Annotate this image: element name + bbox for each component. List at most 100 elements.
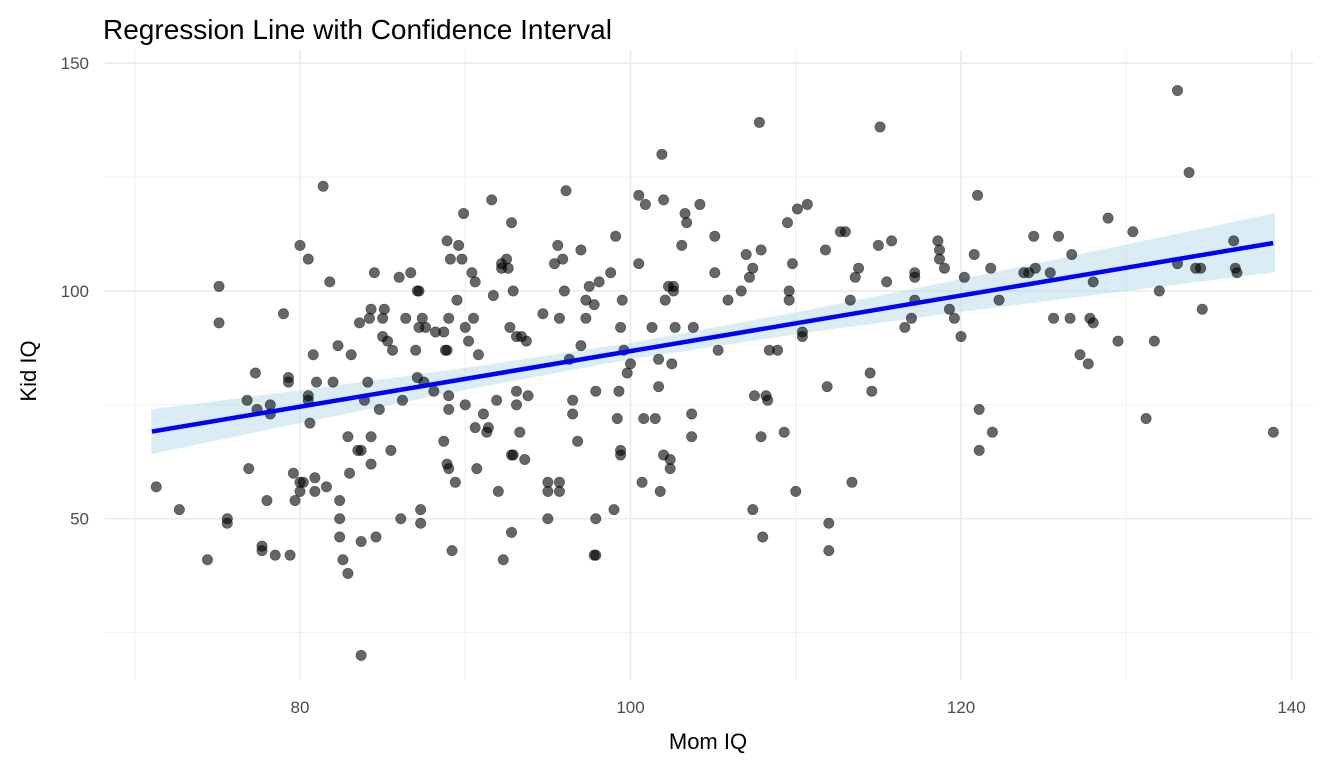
data-point bbox=[958, 271, 970, 283]
data-point bbox=[297, 476, 309, 488]
data-point bbox=[590, 385, 602, 397]
data-point bbox=[687, 321, 699, 333]
data-point bbox=[560, 185, 572, 197]
data-point bbox=[844, 294, 856, 306]
data-point bbox=[796, 326, 808, 338]
data-point bbox=[441, 344, 453, 356]
data-point bbox=[790, 485, 802, 497]
data-point bbox=[864, 367, 876, 379]
data-point bbox=[307, 349, 319, 361]
data-point bbox=[567, 408, 579, 420]
data-point bbox=[722, 294, 734, 306]
data-point bbox=[948, 312, 960, 324]
x-tick-label: 100 bbox=[616, 698, 644, 717]
data-point bbox=[872, 239, 884, 251]
data-point bbox=[1183, 167, 1195, 179]
data-point bbox=[413, 285, 425, 297]
data-point bbox=[420, 321, 432, 333]
data-point bbox=[302, 253, 314, 265]
data-point bbox=[633, 258, 645, 270]
chart-title: Regression Line with Confidence Interval bbox=[103, 14, 612, 45]
x-axis-ticks: 80 100 120 140 bbox=[291, 698, 1306, 717]
data-point bbox=[385, 444, 397, 456]
data-point bbox=[653, 353, 665, 365]
data-point bbox=[748, 390, 760, 402]
data-point bbox=[575, 244, 587, 256]
data-point bbox=[537, 308, 549, 320]
data-point bbox=[441, 235, 453, 247]
data-point bbox=[355, 649, 367, 661]
data-point bbox=[469, 276, 481, 288]
data-point bbox=[353, 317, 365, 329]
data-point bbox=[520, 335, 532, 347]
data-point bbox=[405, 267, 417, 279]
data-point bbox=[415, 517, 427, 529]
data-point bbox=[633, 189, 645, 201]
data-point bbox=[506, 217, 518, 229]
data-point bbox=[625, 358, 637, 370]
data-point bbox=[344, 467, 356, 479]
data-point bbox=[201, 554, 213, 566]
data-point bbox=[482, 422, 494, 434]
data-point bbox=[846, 476, 858, 488]
data-point bbox=[256, 545, 268, 557]
x-tick-label: 80 bbox=[291, 698, 310, 717]
data-point bbox=[1140, 413, 1152, 425]
data-point bbox=[463, 335, 475, 347]
data-point bbox=[973, 444, 985, 456]
data-point bbox=[491, 394, 503, 406]
data-point bbox=[791, 203, 803, 215]
data-point bbox=[755, 244, 767, 256]
data-point bbox=[334, 513, 346, 525]
data-point bbox=[522, 390, 534, 402]
data-point bbox=[973, 403, 985, 415]
data-point bbox=[993, 294, 1005, 306]
data-point bbox=[646, 321, 658, 333]
data-point bbox=[664, 454, 676, 466]
data-point bbox=[781, 217, 793, 229]
data-point bbox=[378, 303, 390, 315]
data-point bbox=[502, 262, 514, 274]
data-point bbox=[213, 317, 225, 329]
data-point bbox=[428, 385, 440, 397]
data-point bbox=[396, 394, 408, 406]
data-point bbox=[658, 194, 670, 206]
data-point bbox=[669, 321, 681, 333]
data-point bbox=[507, 285, 519, 297]
data-point bbox=[681, 217, 693, 229]
data-point bbox=[443, 390, 455, 402]
data-point bbox=[605, 267, 617, 279]
data-point bbox=[334, 495, 346, 507]
data-point bbox=[656, 148, 668, 160]
data-point bbox=[712, 344, 724, 356]
data-point bbox=[1087, 317, 1099, 329]
data-point bbox=[709, 267, 721, 279]
data-point bbox=[1082, 358, 1094, 370]
data-point bbox=[1048, 312, 1060, 324]
data-point bbox=[342, 567, 354, 579]
data-point bbox=[985, 262, 997, 274]
data-point bbox=[676, 239, 688, 251]
data-point bbox=[363, 312, 375, 324]
data-point bbox=[968, 249, 980, 261]
data-point bbox=[821, 381, 833, 393]
data-point bbox=[1112, 335, 1124, 347]
data-point bbox=[740, 249, 752, 261]
data-point bbox=[443, 463, 455, 475]
data-point bbox=[277, 308, 289, 320]
data-point bbox=[686, 431, 698, 443]
data-point bbox=[410, 344, 422, 356]
data-point bbox=[269, 549, 281, 561]
data-point bbox=[221, 517, 233, 529]
data-point bbox=[853, 262, 865, 274]
x-axis-title: Mom IQ bbox=[669, 729, 747, 754]
data-point bbox=[553, 312, 565, 324]
data-point bbox=[709, 230, 721, 242]
data-point bbox=[365, 431, 377, 443]
data-point bbox=[823, 545, 835, 557]
data-point bbox=[1102, 212, 1114, 224]
data-point bbox=[504, 321, 516, 333]
data-point bbox=[653, 381, 665, 393]
data-point bbox=[1074, 349, 1086, 361]
data-point bbox=[613, 385, 625, 397]
